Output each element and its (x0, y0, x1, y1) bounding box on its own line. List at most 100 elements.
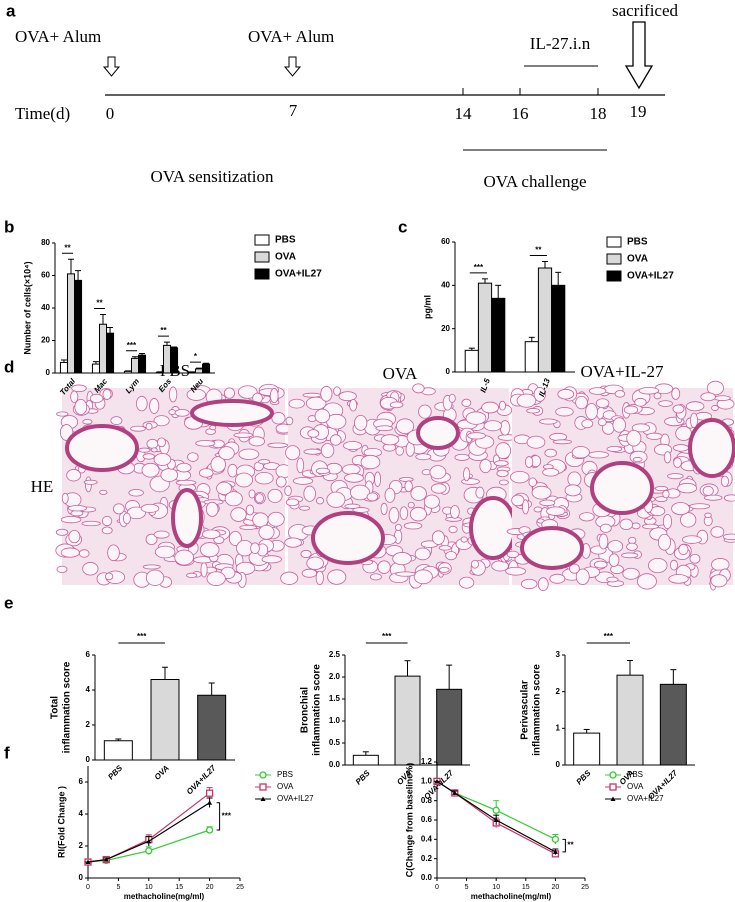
alveolus (296, 457, 305, 474)
airway (520, 526, 584, 570)
alveolus (409, 506, 427, 522)
alveolus (307, 429, 320, 438)
legend-swatch (606, 270, 622, 282)
panel-letters: a b c d e f (4, 1, 407, 762)
alveolus (145, 533, 158, 545)
alveolus (250, 542, 260, 555)
x-tick-label: 10 (492, 884, 500, 891)
alveolus (341, 464, 361, 475)
airway (65, 424, 139, 472)
x-tick-label: PBS (106, 763, 124, 781)
alveolus (569, 563, 580, 574)
alveolus (154, 545, 176, 559)
arrow (283, 56, 302, 77)
alveolus (89, 393, 104, 404)
alveolus (689, 412, 699, 429)
legend-swatch (254, 251, 270, 263)
alveolus (509, 470, 530, 484)
alveolus (429, 465, 447, 480)
marker (259, 771, 267, 779)
bar (197, 694, 227, 761)
alveolus (662, 514, 673, 530)
alveolus (153, 530, 170, 539)
alveolus (267, 511, 285, 527)
alveolus (255, 493, 265, 504)
x-tick-label: 5 (116, 884, 120, 891)
alveolus (186, 572, 198, 578)
alveolus (711, 405, 719, 411)
alveolus (648, 557, 668, 574)
airway (590, 461, 654, 515)
histology-image (505, 380, 735, 592)
bar (524, 341, 539, 373)
y-tick-label: 0.0 (421, 873, 433, 882)
alveolus (412, 383, 425, 394)
alveolus (414, 547, 431, 561)
bar (138, 354, 147, 374)
alveolus (149, 398, 160, 414)
alveolus (702, 485, 714, 496)
alveolus (542, 468, 560, 477)
alveolus (720, 475, 730, 487)
x-axis-label: methacholine(mg/ml) (124, 892, 205, 901)
alveolus (575, 395, 588, 410)
alveolus (218, 446, 235, 461)
alveolus (142, 564, 161, 570)
airway (688, 418, 735, 478)
airway (469, 496, 517, 560)
significance: ** (567, 841, 574, 850)
alveolus (146, 438, 159, 449)
alveolus (621, 552, 639, 559)
alveolus (122, 512, 131, 525)
alveolus (722, 533, 735, 541)
y-tick-label: 0.8 (421, 796, 433, 805)
alveolus (145, 422, 153, 431)
y-axis-label: Total (50, 696, 61, 719)
alveolus (410, 486, 427, 501)
x-tick-label: 25 (236, 884, 244, 891)
alveolus (199, 542, 220, 558)
alveolus (374, 471, 382, 487)
alveolus (657, 533, 672, 551)
bar (187, 371, 196, 374)
alveolus (571, 446, 590, 459)
legend-label: OVA+IL27 (275, 269, 322, 280)
alveolus (205, 501, 219, 517)
y-tick-label: 1.0 (329, 716, 341, 725)
legend-label: PBS (275, 235, 296, 246)
alveolus (284, 485, 292, 497)
histology: PBS OVA OVA+IL-27 HE (31, 361, 735, 592)
alveolus (327, 569, 347, 585)
marker (146, 838, 152, 844)
alveolus (224, 491, 243, 507)
alveolus (141, 462, 160, 478)
alveolus (360, 454, 381, 470)
alveolus (269, 388, 279, 404)
y-tick-label: 0.4 (421, 834, 433, 843)
y-tick-label: 0.2 (421, 854, 433, 863)
alveolus (626, 542, 638, 551)
marker (609, 771, 617, 779)
alveolus (349, 398, 358, 412)
alveolus (413, 569, 433, 585)
arrow (624, 21, 654, 90)
phase: OVA sensitization (151, 167, 274, 186)
alveolus (689, 503, 711, 510)
alveolus (56, 411, 69, 417)
y-tick-label: 1 (556, 723, 561, 732)
alveolus (395, 571, 416, 577)
alveolus (555, 407, 574, 417)
alveolus (110, 416, 123, 425)
alveolus (704, 512, 712, 518)
alveolus (404, 480, 413, 493)
legend-label: OVA+IL27 (627, 794, 664, 803)
y-tick-label: 0 (556, 760, 561, 769)
bar (537, 267, 553, 373)
alveolus (522, 499, 530, 515)
significance-bracket (216, 802, 221, 831)
alveolus (454, 453, 470, 461)
alveolus (67, 505, 87, 512)
alveolus (654, 486, 668, 492)
alveolus (622, 567, 640, 580)
alveolus (537, 577, 549, 592)
